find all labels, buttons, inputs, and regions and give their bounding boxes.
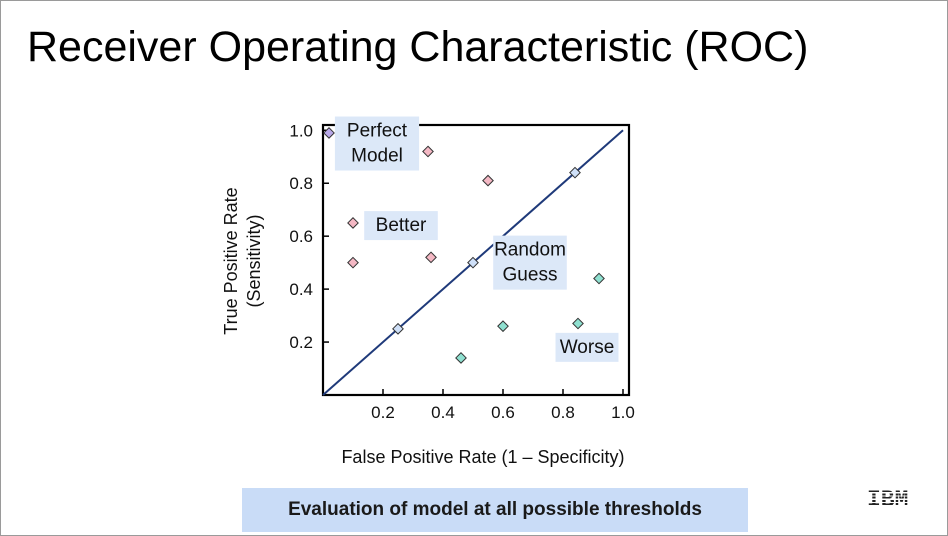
caption-box: Evaluation of model at all possible thre…	[242, 488, 748, 532]
worse-point	[497, 320, 509, 333]
plot-frame	[321, 123, 631, 397]
annotation-label: Guess	[503, 265, 558, 286]
x-tick-label: 0.6	[491, 403, 515, 422]
y-tick-label: 0.4	[289, 280, 313, 299]
perfect-point	[323, 127, 335, 139]
better-point	[482, 174, 494, 187]
annotation-box	[364, 211, 438, 241]
annotation-label: Worse	[560, 337, 615, 358]
worse-point	[593, 272, 605, 285]
x-tick-label: 1.0	[611, 403, 635, 422]
y-tick-label: 0.8	[289, 174, 313, 193]
x-tick-label: 0.8	[551, 403, 575, 422]
better-point	[347, 256, 359, 269]
annotation-label: Random	[494, 240, 566, 261]
ibm-logo: IBM	[867, 487, 909, 513]
random-point	[392, 322, 404, 335]
y-tick-label: 0.2	[289, 333, 313, 352]
x-axis-label: False Positive Rate (1 – Specificity)	[341, 447, 624, 467]
annotation-label: Model	[351, 146, 403, 167]
y-axis-label: True Positive Rate	[221, 187, 241, 334]
x-tick-label: 0.2	[371, 403, 395, 422]
slide-title: Receiver Operating Characteristic (ROC)	[27, 23, 809, 71]
worse-point	[572, 317, 584, 330]
random-point	[467, 256, 479, 269]
annotation-box	[555, 332, 619, 362]
annotation-box	[334, 116, 420, 171]
annotation-label: Better	[376, 215, 427, 236]
worse-point	[455, 352, 467, 364]
annotation-label: Perfect	[347, 121, 408, 142]
better-point	[422, 145, 434, 158]
y-tick-label: 0.6	[289, 227, 313, 246]
y-axis-label-sub: (Sensitivity)	[244, 214, 264, 307]
better-point	[425, 251, 437, 264]
x-tick-label: 0.4	[431, 403, 455, 422]
y-tick-label: 1.0	[289, 121, 313, 140]
better-point	[347, 217, 359, 229]
random-point	[569, 166, 581, 179]
caption-text: Evaluation of model at all possible thre…	[288, 499, 702, 520]
annotation-box	[493, 235, 567, 290]
